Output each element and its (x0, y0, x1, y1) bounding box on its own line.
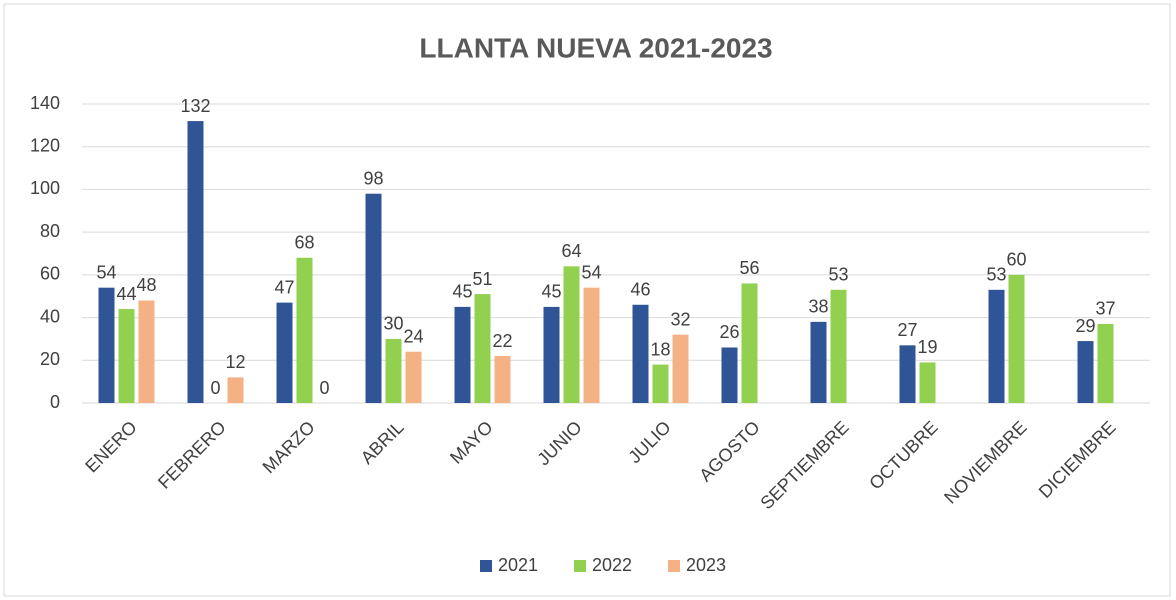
bar (98, 287, 115, 403)
value-label: 30 (383, 314, 403, 334)
value-label: 45 (452, 282, 472, 302)
value-label: 46 (630, 280, 650, 300)
y-tick-label: 60 (40, 264, 60, 284)
y-tick-label: 80 (40, 221, 60, 241)
value-label: 12 (225, 352, 245, 372)
bar (919, 362, 936, 403)
value-label: 64 (561, 241, 581, 261)
y-tick-label: 0 (50, 392, 60, 412)
value-label: 27 (897, 320, 917, 340)
bar (632, 304, 649, 403)
bar (227, 377, 244, 403)
legend-label: 2022 (592, 555, 632, 575)
bar (810, 321, 827, 403)
bar (365, 193, 382, 403)
value-label: 44 (116, 284, 136, 304)
value-label: 51 (472, 269, 492, 289)
bar (296, 257, 313, 403)
legend-swatch (574, 560, 586, 572)
value-label: 26 (719, 322, 739, 342)
value-label: 37 (1095, 299, 1115, 319)
bar (385, 338, 402, 403)
value-label: 0 (319, 378, 329, 398)
value-label: 53 (828, 265, 848, 285)
bar (899, 345, 916, 403)
value-label: 48 (136, 275, 156, 295)
bar (988, 289, 1005, 403)
value-label: 18 (650, 339, 670, 359)
value-label: 98 (363, 168, 383, 188)
value-label: 68 (294, 233, 314, 253)
bar (454, 306, 471, 403)
value-label: 29 (1075, 316, 1095, 336)
y-tick-label: 120 (30, 135, 60, 155)
legend-label: 2023 (686, 555, 726, 575)
y-tick-label: 140 (30, 93, 60, 113)
legend-label: 2021 (498, 555, 538, 575)
y-tick-label: 40 (40, 306, 60, 326)
bar (583, 287, 600, 403)
bar (1097, 323, 1114, 403)
bar (741, 283, 758, 403)
value-label: 53 (986, 265, 1006, 285)
bar (494, 356, 511, 403)
value-label: 56 (739, 258, 759, 278)
bar (138, 300, 155, 403)
bar (1008, 274, 1025, 403)
bar (652, 364, 669, 403)
chart-title: LLANTA NUEVA 2021-2023 (419, 32, 772, 63)
value-label: 0 (210, 378, 220, 398)
legend-swatch (668, 560, 680, 572)
bar (543, 306, 560, 403)
bar (563, 266, 580, 403)
value-label: 60 (1006, 250, 1026, 270)
value-label: 22 (492, 331, 512, 351)
value-label: 132 (180, 96, 210, 116)
value-label: 45 (541, 282, 561, 302)
value-label: 54 (96, 262, 116, 282)
bar (830, 289, 847, 403)
value-label: 38 (808, 297, 828, 317)
y-tick-label: 100 (30, 178, 60, 198)
value-label: 47 (274, 277, 294, 297)
bar (672, 334, 689, 403)
value-label: 19 (917, 337, 937, 357)
legend-swatch (480, 560, 492, 572)
value-label: 32 (670, 309, 690, 329)
bar (118, 309, 135, 403)
bar (1077, 341, 1094, 403)
bar (187, 121, 204, 403)
value-label: 54 (581, 262, 601, 282)
bar (721, 347, 738, 403)
bar (474, 294, 491, 403)
y-tick-label: 20 (40, 349, 60, 369)
bar (276, 302, 293, 403)
value-label: 24 (403, 326, 423, 346)
bar (405, 351, 422, 403)
